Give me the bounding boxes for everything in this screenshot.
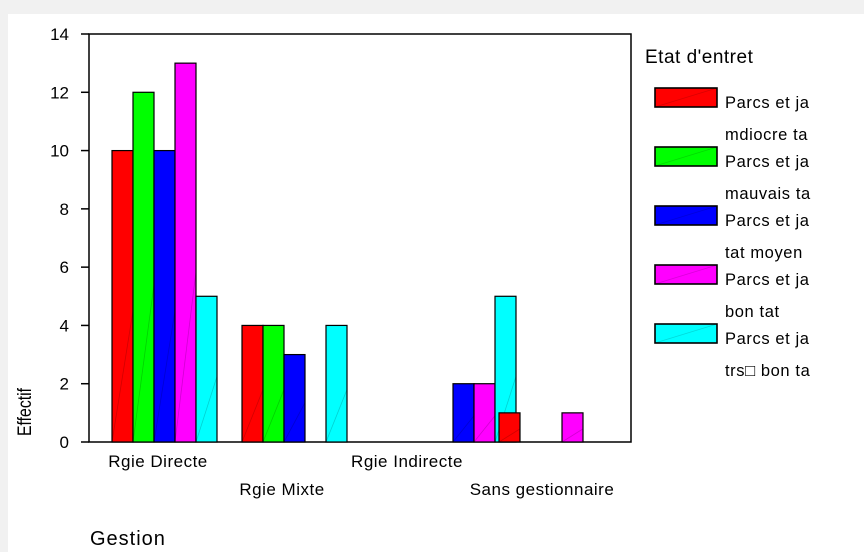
y-tick-label: 8 (60, 200, 69, 219)
bar (262, 324, 285, 443)
bar (452, 383, 475, 443)
bar (473, 383, 496, 443)
bar-shading-line (174, 271, 197, 443)
y-tick-label: 2 (60, 375, 69, 394)
bar (325, 324, 348, 443)
bar-shading-line (561, 428, 584, 443)
bar-shading-line (325, 389, 348, 443)
bar (195, 295, 218, 443)
legend: Etat d'entret Parcs et ja mdiocre ta Parcs… (645, 47, 811, 380)
bar (283, 353, 306, 443)
legend-swatch (654, 205, 718, 226)
legend-swatch-shading (654, 323, 718, 344)
legend-label-line1: Parcs et ja (725, 330, 810, 348)
x-axis: Rgie Directe Rgie Mixte Rgie Indirecte Sans… (108, 452, 614, 499)
legend-swatch (654, 87, 718, 108)
bar (153, 149, 176, 443)
bar-shading-line (283, 402, 306, 443)
legend-label-line2: bon tat (725, 303, 780, 321)
legend-swatch-shading (654, 264, 718, 285)
legend-label-line1: Parcs et ja (725, 212, 810, 230)
legend-label-line2: mdiocre ta (725, 126, 808, 144)
y-tick-label: 12 (50, 83, 69, 102)
bar (241, 324, 264, 443)
y-axis-label: Effectif (15, 387, 36, 436)
bar (498, 412, 521, 443)
bar-shading-line (473, 415, 496, 443)
legend-swatch (654, 146, 718, 167)
legend-title: Etat d'entret (645, 47, 754, 68)
legend-label-line1: Parcs et ja (725, 94, 810, 112)
y-tick-label: 4 (60, 316, 69, 335)
bar-shading-line (241, 389, 264, 443)
legend-label-line2: mauvais ta (725, 185, 811, 203)
bar-shading-line (498, 428, 521, 443)
x-tick-label: Rgie Indirecte (351, 452, 463, 471)
bar-shading-line (452, 415, 475, 443)
y-tick-label: 14 (50, 25, 69, 44)
legend-label-line1: Parcs et ja (725, 271, 810, 289)
bar-shading-line (111, 310, 134, 443)
bar (561, 412, 584, 443)
bar (132, 91, 155, 443)
legend-label-line2: trs□ bon ta (725, 362, 811, 380)
bar-shading-line (195, 376, 218, 443)
bars-group (111, 62, 584, 443)
y-tick-label: 6 (60, 258, 69, 277)
bar (111, 149, 134, 443)
legend-swatch-shading (654, 146, 718, 167)
legend-swatch-shading (654, 205, 718, 226)
x-tick-label: Rgie Directe (108, 452, 208, 471)
legend-swatch (654, 323, 718, 344)
legend-swatch-shading (654, 87, 718, 108)
y-tick-label: 0 (60, 433, 69, 452)
x-tick-label: Rgie Mixte (239, 480, 324, 499)
x-tick-label: Sans gestionnaire (470, 480, 615, 499)
legend-label-line1: Parcs et ja (725, 153, 810, 171)
y-tick-label: 10 (50, 142, 69, 161)
legend-label-line2: tat moyen (725, 244, 803, 262)
bar-shading-line (132, 284, 155, 443)
bar (174, 62, 197, 443)
y-axis: 0 2 4 6 8 10 12 14 (50, 25, 89, 452)
bar-shading-line (262, 389, 285, 443)
bar-shading-line (153, 310, 176, 443)
legend-swatch (654, 264, 718, 285)
x-axis-label: Gestion (90, 528, 166, 550)
